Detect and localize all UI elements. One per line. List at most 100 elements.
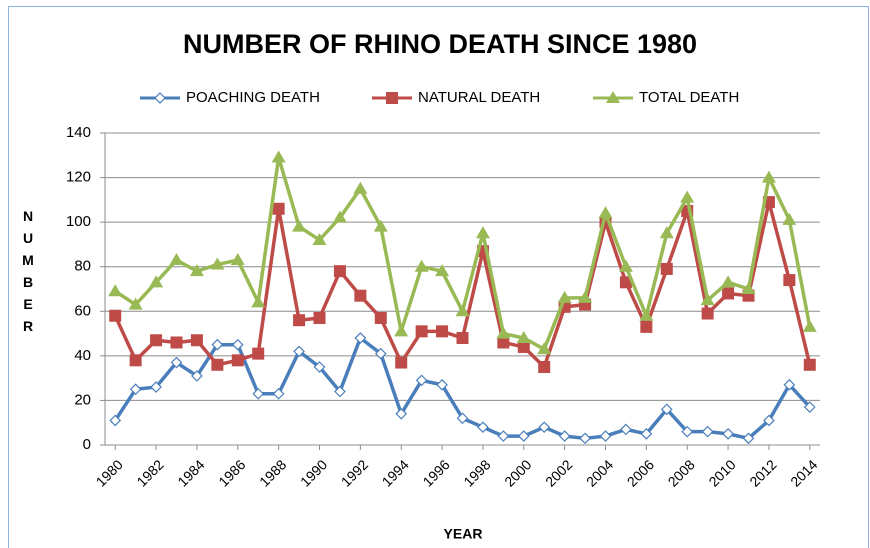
point: [763, 414, 775, 427]
point: [150, 334, 163, 347]
x-tick-label: 1992: [338, 456, 371, 489]
point: [497, 430, 510, 442]
y-tick-label: 20: [74, 391, 91, 408]
point: [313, 361, 326, 373]
x-tick-label: 1996: [419, 456, 452, 489]
point: [129, 354, 142, 367]
point: [312, 232, 327, 245]
legend-item: TOTAL DEATH: [593, 89, 739, 106]
point: [496, 326, 511, 339]
legend-marker: [386, 92, 398, 104]
point: [169, 253, 184, 266]
legend-item: NATURAL DEATH: [372, 89, 540, 106]
x-tick-label: 1988: [256, 456, 289, 489]
point: [374, 311, 387, 324]
legend-marker: [154, 92, 166, 104]
point: [170, 336, 183, 349]
x-tick-label: 1980: [93, 456, 126, 489]
point: [761, 170, 776, 183]
point: [436, 325, 449, 338]
point: [190, 334, 203, 347]
point: [680, 190, 695, 203]
point: [538, 421, 551, 434]
x-tick-label: 2002: [542, 456, 575, 489]
point: [211, 338, 224, 351]
point: [293, 314, 306, 327]
x-tick-label: 2000: [501, 456, 534, 489]
point: [538, 361, 551, 373]
series-line: [114, 155, 812, 351]
point: [578, 290, 593, 303]
x-tick-label: 2006: [624, 456, 657, 489]
point: [128, 297, 143, 310]
chart-title: NUMBER OF RHINO DEATH SINCE 1980: [183, 29, 697, 59]
point: [558, 430, 571, 442]
point: [252, 347, 265, 360]
point: [497, 336, 510, 349]
point: [435, 264, 450, 277]
point: [414, 259, 429, 272]
point: [701, 425, 714, 438]
point: [395, 407, 408, 420]
x-tick-label: 1982: [133, 456, 166, 489]
point: [619, 276, 632, 289]
point: [108, 284, 123, 297]
point: [332, 210, 347, 223]
x-tick-label: 1986: [215, 456, 248, 489]
y-tick-label: 40: [74, 347, 91, 364]
point: [333, 265, 346, 278]
point: [783, 274, 796, 287]
point: [272, 202, 285, 215]
legend-label: POACHING DEATH: [186, 89, 320, 106]
x-axis-title: YEAR: [444, 526, 483, 542]
point: [456, 332, 469, 345]
point: [109, 309, 122, 322]
point: [741, 282, 756, 294]
x-tick-label: 2004: [583, 456, 616, 489]
point: [701, 307, 714, 320]
point: [230, 253, 245, 266]
point: [189, 264, 204, 277]
point: [455, 304, 470, 317]
point: [415, 374, 428, 387]
x-tick-label: 2012: [746, 456, 779, 489]
point: [354, 289, 367, 302]
point: [782, 212, 797, 225]
y-tick-label: 0: [83, 436, 91, 453]
point: [353, 181, 368, 194]
legend-marker: [606, 91, 620, 103]
point: [803, 401, 816, 413]
point: [721, 275, 736, 288]
point: [722, 287, 735, 300]
point: [251, 295, 266, 308]
point: [272, 387, 285, 400]
point: [660, 262, 673, 275]
point: [129, 383, 142, 396]
point: [700, 293, 715, 306]
point: [783, 378, 796, 391]
legend-item: POACHING DEATH: [140, 89, 320, 106]
x-tick-label: 1998: [460, 456, 493, 489]
point: [516, 331, 531, 344]
point: [271, 150, 286, 163]
y-tick-label: 60: [74, 302, 91, 319]
point: [475, 226, 490, 239]
point: [579, 432, 591, 445]
point: [618, 259, 633, 272]
point: [620, 423, 632, 436]
point: [293, 345, 305, 358]
point: [681, 425, 694, 438]
x-tick-label: 1990: [297, 456, 330, 489]
point: [373, 219, 388, 232]
chart-frame: [8, 6, 869, 548]
point: [211, 358, 224, 371]
x-tick-label: 2010: [705, 456, 738, 489]
y-tick-label: 80: [74, 258, 91, 275]
point: [149, 275, 164, 288]
legend-label: NATURAL DEATH: [418, 89, 540, 106]
point: [598, 206, 613, 219]
point: [191, 370, 203, 382]
point: [394, 324, 409, 337]
